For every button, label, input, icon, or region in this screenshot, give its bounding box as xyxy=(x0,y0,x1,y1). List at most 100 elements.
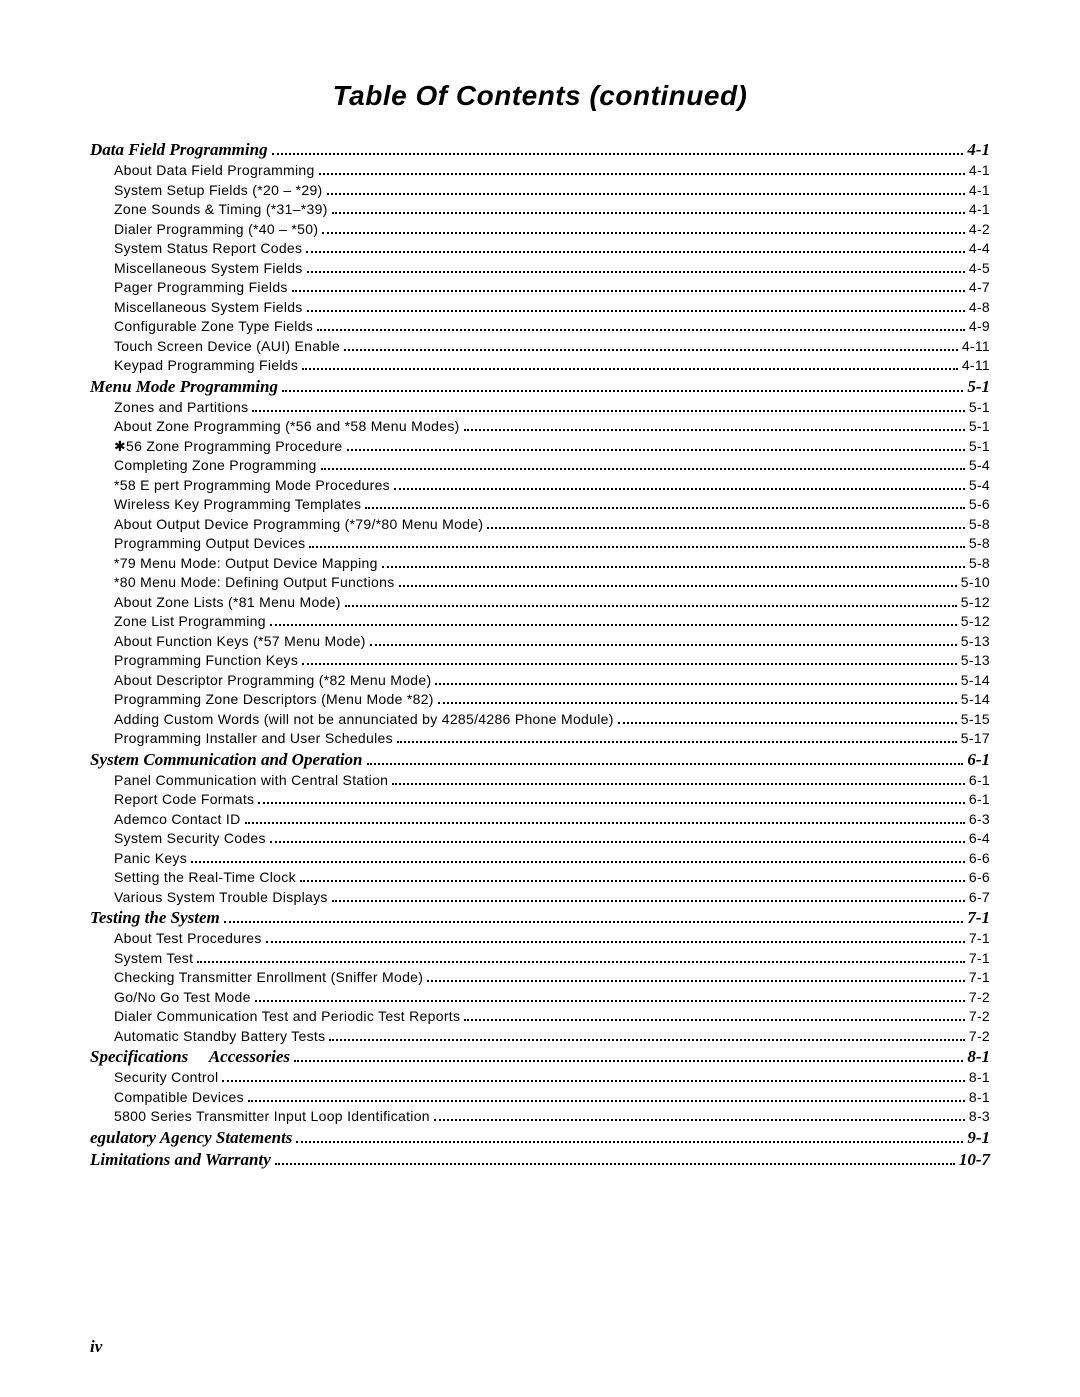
toc-entry: Programming Installer and User Schedules… xyxy=(90,730,990,748)
toc-leader-dots xyxy=(222,1072,964,1082)
toc-section-page: 10-7 xyxy=(959,1150,990,1170)
toc-entry-label: Zone Sounds & Timing (*31–*39) xyxy=(114,201,328,219)
toc-entry: About Data Field Programming4-1 xyxy=(90,162,990,180)
toc-entry-label: About Descriptor Programming (*82 Menu M… xyxy=(114,672,431,690)
toc-entry: Ademco Contact ID 6-3 xyxy=(90,811,990,829)
toc-entry: Zone Sounds & Timing (*31–*39)4-1 xyxy=(90,201,990,219)
toc-leader-dots xyxy=(322,223,965,233)
toc-section-heading: System Communication and Operation6-1 xyxy=(90,750,990,770)
toc-entry-label: System Test xyxy=(114,950,193,968)
toc-entry-page: 4-7 xyxy=(969,279,990,297)
toc-leader-dots xyxy=(292,282,965,292)
toc-entry-page: 5-1 xyxy=(969,418,990,436)
toc-entry-label: Adding Custom Words (will not be annunci… xyxy=(114,711,614,729)
toc-section-label: Testing the System xyxy=(90,908,220,928)
toc-entry-label: Keypad Programming Fields xyxy=(114,357,298,375)
toc-entry: Setting the Real-Time Clock6-6 xyxy=(90,869,990,887)
toc-entry-page: 4-11 xyxy=(962,338,990,356)
toc-section-heading: Data Field Programming4-1 xyxy=(90,140,990,160)
toc-entry-page: 7-2 xyxy=(969,1028,990,1046)
toc-section-label: Specifications Accessories xyxy=(90,1047,290,1067)
toc-leader-dots xyxy=(464,1011,965,1021)
toc-entry-label: Programming Installer and User Schedules xyxy=(114,730,393,748)
toc-leader-dots xyxy=(435,674,956,684)
toc-leader-dots xyxy=(427,972,965,982)
toc-leader-dots xyxy=(294,1050,963,1062)
toc-entry: About Function Keys (*57 Menu Mode) 5-13 xyxy=(90,633,990,651)
toc-leader-dots xyxy=(327,184,965,194)
toc-entry: Keypad Programming Fields4-11 xyxy=(90,357,990,375)
toc-entry-label: Programming Output Devices xyxy=(114,535,305,553)
toc-entry-page: 7-1 xyxy=(969,930,990,948)
toc-section-label: Menu Mode Programming xyxy=(90,377,278,397)
toc-entry: Programming Zone Descriptors (Menu Mode … xyxy=(90,691,990,709)
toc-leader-dots xyxy=(317,321,965,331)
toc-entry-page: 5-1 xyxy=(969,399,990,417)
toc-entry: About Test Procedures 7-1 xyxy=(90,930,990,948)
toc-entry-page: 8-3 xyxy=(969,1108,990,1126)
toc-entry: Compatible Devices 8-1 xyxy=(90,1089,990,1107)
toc-entry-label: Compatible Devices xyxy=(114,1089,244,1107)
toc-entry-label: About Function Keys (*57 Menu Mode) xyxy=(114,633,366,651)
toc-entry-label: Go/No Go Test Mode xyxy=(114,989,251,1007)
toc-entry: Dialer Programming (*40 – *50) 4-2 xyxy=(90,221,990,239)
toc-entry-page: 6-6 xyxy=(969,850,990,868)
toc-entry: Panel Communication with Central Station… xyxy=(90,772,990,790)
toc-leader-dots xyxy=(300,872,965,882)
toc-entry-page: 5-13 xyxy=(961,652,990,670)
toc-entry-label: Dialer Communication Test and Periodic T… xyxy=(114,1008,460,1026)
toc-leader-dots xyxy=(258,794,965,804)
toc-entry-page: 6-7 xyxy=(969,889,990,907)
toc-leader-dots xyxy=(224,911,964,923)
toc-entry: About Zone Programming (*56 and *58 Menu… xyxy=(90,418,990,436)
toc-entry-page: 5-13 xyxy=(961,633,990,651)
toc-entry: Configurable Zone Type Fields4-9 xyxy=(90,318,990,336)
toc-leader-dots xyxy=(306,243,965,253)
toc-entry-label: 5800 Series Transmitter Input Loop Ident… xyxy=(114,1108,430,1126)
toc-entry-page: 4-1 xyxy=(969,162,990,180)
toc-entry: 5800 Series Transmitter Input Loop Ident… xyxy=(90,1108,990,1126)
toc-entry-page: 7-2 xyxy=(969,989,990,1007)
toc-entry-label: ✱56 Zone Programming Procedure xyxy=(114,438,343,456)
toc-entry: About Output Device Programming (*79/*80… xyxy=(90,516,990,534)
toc-section-heading: Specifications Accessories8-1 xyxy=(90,1047,990,1067)
toc-entry-page: 5-8 xyxy=(969,535,990,553)
toc-leader-dots xyxy=(270,833,965,843)
toc-entry-label: Automatic Standby Battery Tests xyxy=(114,1028,325,1046)
toc-leader-dots xyxy=(282,379,963,391)
toc-leader-dots xyxy=(296,1130,963,1142)
toc-entry: About Zone Lists (*81 Menu Mode)5-12 xyxy=(90,594,990,612)
toc-entry-page: 8-1 xyxy=(969,1089,990,1107)
toc-leader-dots xyxy=(266,933,965,943)
toc-leader-dots xyxy=(394,479,965,489)
toc-section-heading: Testing the System 7-1 xyxy=(90,908,990,928)
toc-entry: *79 Menu Mode: Output Device Mapping5-8 xyxy=(90,555,990,573)
toc-entry-page: 8-1 xyxy=(969,1069,990,1087)
toc-leader-dots xyxy=(302,655,957,665)
toc-leader-dots xyxy=(255,991,965,1001)
toc-leader-dots xyxy=(270,616,957,626)
toc-entry-page: 6-1 xyxy=(969,772,990,790)
toc-entry-label: System Setup Fields (*20 – *29) xyxy=(114,182,323,200)
toc-entry-page: 4-1 xyxy=(969,182,990,200)
toc-section-page: 6-1 xyxy=(967,750,990,770)
toc-entry-label: Ademco Contact ID xyxy=(114,811,241,829)
toc-entry-label: Miscellaneous System Fields xyxy=(114,260,303,278)
toc-leader-dots xyxy=(365,499,965,509)
toc-entry-label: About Test Procedures xyxy=(114,930,262,948)
toc-entry-label: About Zone Programming (*56 and *58 Menu… xyxy=(114,418,460,436)
toc-section-label: Limitations and Warranty xyxy=(90,1150,271,1170)
toc-entry-label: System Security Codes xyxy=(114,830,266,848)
toc-leader-dots xyxy=(618,713,957,723)
toc-leader-dots xyxy=(329,1030,964,1040)
toc-entry-label: *79 Menu Mode: Output Device Mapping xyxy=(114,555,378,573)
toc-entry-page: 4-2 xyxy=(969,221,990,239)
toc-entry: Completing Zone Programming5-4 xyxy=(90,457,990,475)
toc-leader-dots xyxy=(321,460,965,470)
toc-entry-label: Various System Trouble Displays xyxy=(114,889,328,907)
toc-entry: System Setup Fields (*20 – *29) 4-1 xyxy=(90,182,990,200)
toc-entry-page: 5-14 xyxy=(961,691,990,709)
toc-entry-label: Dialer Programming (*40 – *50) xyxy=(114,221,318,239)
toc-section-page: 7-1 xyxy=(967,908,990,928)
toc-entry-page: 5-4 xyxy=(969,477,990,495)
